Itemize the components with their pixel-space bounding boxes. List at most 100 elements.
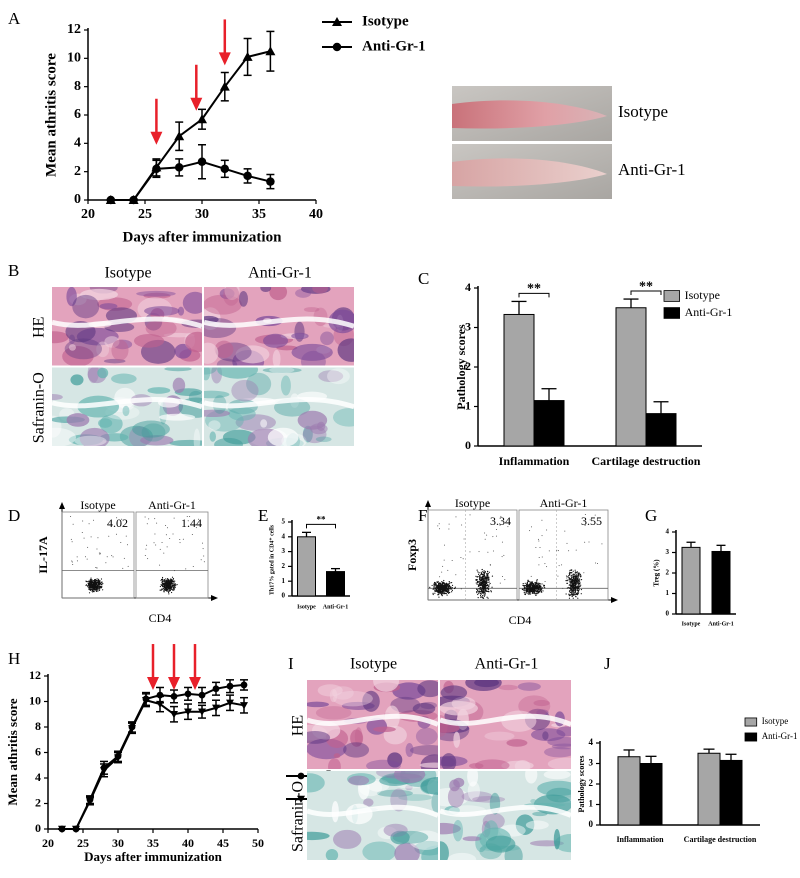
tissue-blob (343, 742, 370, 758)
y-tick-label: 4 (666, 528, 670, 536)
x-tick-label: 50 (252, 836, 264, 850)
cell-dot (449, 591, 451, 594)
cell-dot (524, 582, 526, 584)
cell-dot (485, 587, 487, 590)
point (240, 681, 248, 689)
tissue-blob (398, 794, 433, 801)
cell-dot (577, 575, 579, 577)
histology-image (52, 287, 202, 366)
cell-dot (145, 548, 147, 550)
cell-dot (588, 541, 590, 543)
cell-dot (573, 582, 575, 584)
cell-dot (535, 586, 537, 589)
cell-dot (534, 585, 536, 588)
cell-dot (93, 584, 95, 587)
cell-dot (92, 587, 94, 589)
tissue-blob (472, 795, 506, 803)
cell-dot (168, 586, 171, 588)
tissue-blob (517, 682, 541, 691)
cell-dot (480, 576, 482, 578)
cell-dot (523, 585, 525, 587)
cell-dot (98, 552, 100, 554)
legend-label: Isotype (685, 288, 720, 302)
bar (533, 400, 565, 447)
cell-dot (165, 581, 168, 584)
cell-dot (488, 577, 490, 579)
cell-dot (485, 584, 487, 586)
cell-dot (192, 566, 194, 568)
cell-dot (101, 584, 103, 586)
cell-dot (102, 583, 104, 585)
cell-dot (76, 556, 78, 558)
cell-dot (572, 589, 574, 591)
tissue-blob (329, 688, 338, 703)
point (220, 164, 230, 174)
arrow (218, 19, 231, 66)
cell-dot (569, 578, 571, 580)
x-axis-label: Days after immunization (123, 229, 283, 245)
cell-dot (115, 533, 117, 535)
cell-dot (483, 583, 486, 585)
cell-dot (573, 577, 575, 579)
cell-dot (168, 593, 170, 595)
cell-dot (578, 575, 580, 577)
cell-dot (85, 580, 87, 582)
cell-dot (481, 568, 483, 571)
cell-dot (81, 532, 83, 534)
cell-dot (488, 581, 490, 583)
cell-dot (86, 558, 88, 560)
y-tick-label: 4 (74, 136, 81, 151)
tissue-blob (307, 831, 330, 841)
tissue-blob (320, 331, 334, 346)
cell-dot (438, 584, 440, 586)
cell-dot (486, 588, 488, 590)
cell-dot (579, 578, 581, 580)
tissue-blob (447, 852, 477, 860)
point (226, 682, 234, 690)
tissue-blob (461, 791, 493, 802)
cell-dot (577, 576, 579, 578)
cell-dot (594, 514, 596, 516)
cell-dot (580, 579, 583, 581)
tissue-blob (87, 367, 99, 384)
tissue-detail (204, 287, 354, 366)
cell-dot (165, 586, 167, 588)
cell-dot (95, 578, 97, 581)
y-tick-label: 2 (35, 795, 41, 809)
tissue-blob (362, 841, 397, 860)
cell-dot (528, 592, 531, 594)
cell-dot (577, 591, 579, 593)
tissue-blob (469, 763, 484, 769)
tissue-blob (447, 786, 465, 808)
joint-space (440, 804, 571, 818)
bar (503, 313, 535, 447)
cell-dot (435, 585, 437, 587)
cell-dot (170, 585, 172, 588)
tissue-blob (235, 345, 270, 364)
cell-dot (478, 583, 480, 585)
tissue-blob (337, 338, 354, 362)
plot-title: Isotype (80, 498, 115, 512)
tissue-blob (474, 759, 510, 769)
cell-dot (531, 590, 533, 592)
cell-dot (165, 580, 167, 582)
cell-dot (164, 586, 166, 588)
point (170, 711, 178, 719)
cell-dot (484, 594, 486, 596)
cell-dot (476, 592, 478, 594)
cell-dot (533, 583, 535, 585)
cell-dot (451, 591, 453, 593)
cell-dot (91, 582, 93, 584)
cell-dot (95, 583, 97, 586)
arrow-head (218, 52, 231, 66)
tissue-detail (440, 680, 571, 769)
cell-dot (578, 572, 580, 574)
cell-dot (161, 585, 163, 587)
cell-dot (584, 524, 586, 526)
cell-dot (566, 587, 568, 589)
tissue-blob (392, 682, 426, 700)
cell-dot (535, 547, 537, 549)
joint-space (52, 316, 202, 329)
panel-letter: H (8, 649, 20, 668)
cell-dot (488, 588, 490, 591)
